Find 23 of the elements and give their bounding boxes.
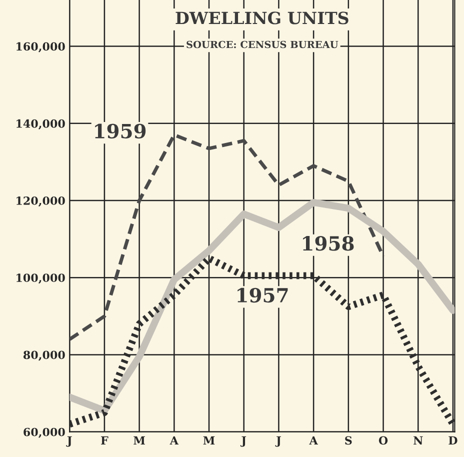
series-label: 1957 [238,288,288,303]
x-tick-label: N [414,436,423,444]
text: SOURCE: CENSUS BUREAU [186,40,338,48]
x-tick-label: A [170,436,179,444]
series-label: 1959 [95,124,146,138]
y-tick-label: 120,000 [16,196,65,207]
y-tick-label: 60,000 [24,428,65,438]
y-tick-label: 100,000 [16,274,65,284]
series-label: 1958 [303,236,354,251]
y-tick-label: 80,000 [23,350,65,361]
x-tick-label: M [203,436,215,444]
x-tick-label: A [309,436,318,444]
y-tick-label: 140,000 [16,119,65,130]
x-tick-label: M [134,436,145,444]
x-tick-label: D [448,436,458,444]
x-tick-label: J [66,436,72,447]
x-tick-label: J [240,436,246,447]
y-tick-label: 160,000 [16,42,65,52]
x-tick-label: S [345,436,352,445]
x-tick-label: F [101,436,108,444]
text: DWELLING UNITS [176,12,348,24]
x-tick-label: J [275,436,281,447]
x-tick-label: O [378,436,388,445]
